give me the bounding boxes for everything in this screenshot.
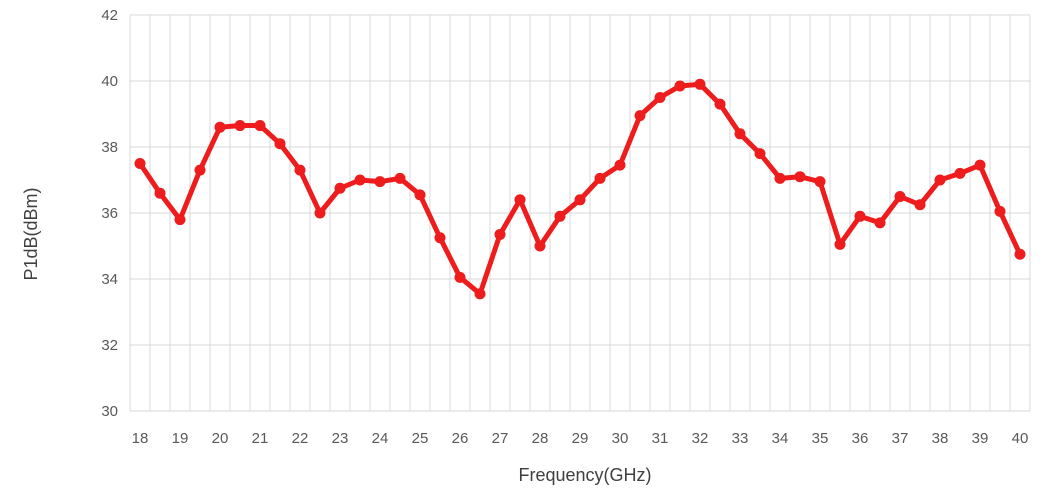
data-point [814,176,826,188]
data-point [474,288,486,300]
data-point [914,199,926,211]
x-tick-label: 31 [652,430,669,447]
x-tick-label: 23 [332,430,349,447]
data-point [894,191,906,202]
data-point [374,176,386,188]
data-point [274,138,286,150]
data-point [354,174,366,186]
x-tick-label: 38 [932,430,949,447]
data-point [974,159,986,171]
y-tick-label: 40 [101,73,118,90]
y-tick-label: 42 [101,7,118,24]
series-line [137,81,1023,297]
x-tick-label: 24 [372,430,389,447]
x-tick-label: 34 [772,430,789,447]
gridlines [129,14,1031,412]
data-point [514,194,526,206]
x-tick-label: 20 [212,430,229,447]
data-point [554,210,566,222]
data-point [714,98,726,110]
data-point [594,172,606,184]
x-tick-label: 40 [1012,430,1029,447]
x-tick-label: 27 [492,430,509,447]
data-point [634,110,646,122]
data-series [134,78,1026,300]
data-point [674,80,686,92]
data-point [394,172,406,184]
data-point [654,92,666,103]
x-tick-label: 36 [852,430,869,447]
data-point [854,210,866,222]
data-point [234,120,246,132]
y-axis-tick-labels: 30 32 34 36 38 40 42 [101,7,118,420]
data-point [314,207,326,219]
data-point [494,228,506,240]
data-point [254,120,266,132]
y-tick-label: 38 [101,139,118,156]
y-tick-label: 34 [101,271,118,288]
x-tick-label: 35 [812,430,829,447]
data-point [614,159,626,171]
y-tick-label: 32 [101,337,118,354]
data-point [994,205,1006,217]
data-point [1014,248,1026,260]
data-point [454,271,466,283]
data-point [414,189,426,201]
x-tick-label: 37 [892,430,909,447]
data-point [334,182,346,194]
y-axis-title: P1dB(dBm) [21,187,41,280]
data-point [294,164,306,176]
y-tick-label: 36 [101,205,118,222]
x-tick-label: 19 [172,430,189,447]
data-point [574,194,586,206]
x-tick-label: 21 [252,430,269,447]
x-tick-label: 29 [572,430,589,447]
data-point [694,78,706,90]
x-tick-label: 32 [692,430,709,447]
x-tick-label: 30 [612,430,629,447]
x-tick-label: 18 [132,430,149,447]
data-point [174,214,186,226]
data-point [434,232,446,244]
x-tick-label: 26 [452,430,469,447]
x-tick-label: 28 [532,430,549,447]
data-point [834,238,846,250]
x-tick-label: 22 [292,430,309,447]
x-axis-title: Frequency(GHz) [518,465,651,485]
x-axis-tick-labels: 18 19 20 21 22 23 24 25 26 27 28 29 30 31 32 33 34 35 36 37… [132,430,1029,447]
data-point [214,121,226,133]
data-point [954,167,966,179]
data-point [934,174,946,186]
data-point [774,172,786,184]
data-point [874,217,886,229]
data-point [154,187,166,199]
data-point [134,158,146,169]
data-point [194,164,206,176]
y-tick-label: 30 [101,403,118,420]
x-tick-label: 33 [732,430,749,447]
x-tick-label: 39 [972,430,989,447]
data-point [794,171,806,183]
data-point [534,240,546,252]
data-point [734,128,746,140]
x-tick-label: 25 [412,430,429,447]
data-point [754,148,766,160]
